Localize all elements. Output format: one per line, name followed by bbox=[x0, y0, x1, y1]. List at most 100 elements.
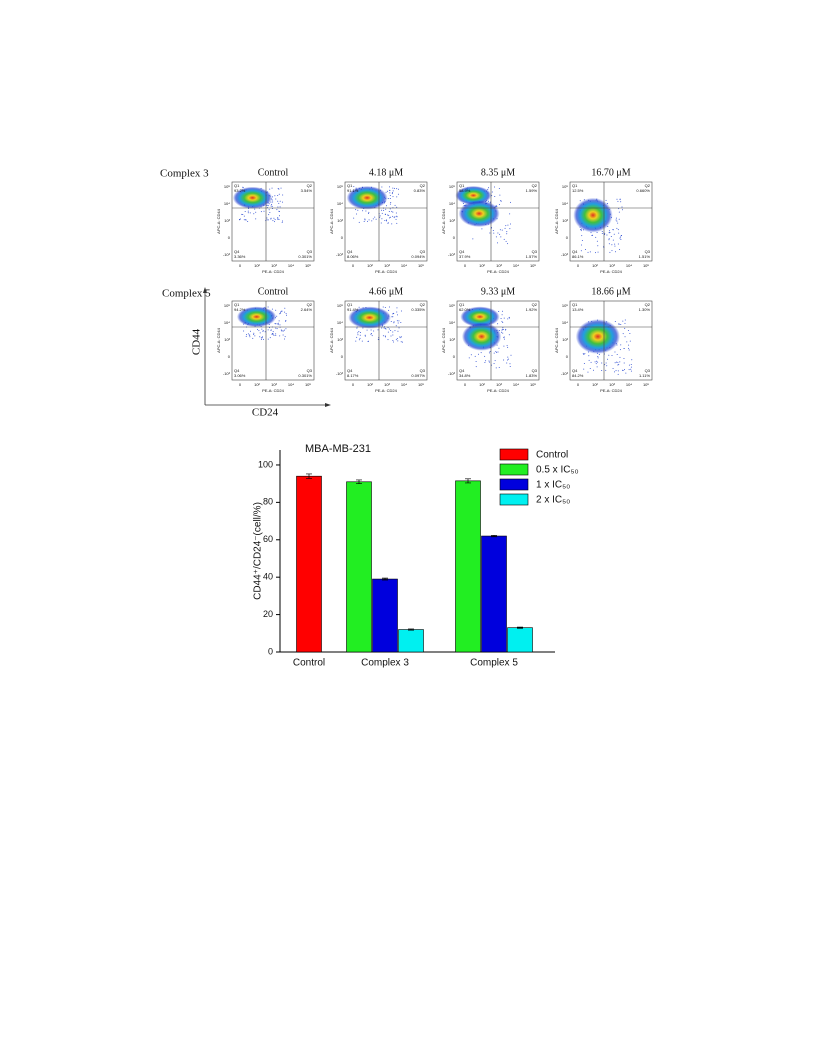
dot bbox=[619, 249, 621, 251]
dot bbox=[615, 361, 617, 363]
plot-frame bbox=[231, 181, 315, 262]
dot bbox=[614, 371, 616, 373]
dot bbox=[401, 341, 403, 343]
dot bbox=[597, 245, 599, 247]
x-tick-label: 10³ bbox=[384, 382, 390, 387]
dot bbox=[608, 238, 610, 240]
dot bbox=[401, 336, 403, 338]
dot bbox=[363, 220, 365, 222]
dot bbox=[494, 186, 496, 188]
dot bbox=[267, 338, 269, 340]
dot bbox=[604, 233, 606, 235]
dot bbox=[275, 309, 277, 311]
dot bbox=[485, 360, 487, 362]
dot bbox=[377, 338, 379, 340]
dot bbox=[500, 318, 502, 320]
error-bar bbox=[517, 626, 523, 629]
quadrant-value: 1.30% bbox=[639, 307, 651, 312]
dot bbox=[272, 333, 274, 335]
dot bbox=[502, 328, 504, 330]
dot bbox=[621, 209, 623, 211]
plot-title: Control bbox=[258, 167, 289, 178]
dot bbox=[393, 321, 395, 323]
dot bbox=[274, 219, 276, 221]
dot bbox=[278, 193, 280, 195]
dot bbox=[507, 243, 509, 245]
dot bbox=[370, 329, 372, 331]
dot bbox=[273, 221, 275, 223]
dot bbox=[628, 344, 630, 346]
dot bbox=[501, 329, 503, 331]
dot bbox=[499, 194, 501, 196]
dot bbox=[396, 311, 398, 313]
dot bbox=[475, 360, 477, 362]
dot bbox=[468, 357, 470, 359]
quadrant-value: 0.094% bbox=[411, 254, 425, 259]
quadrant-value: 37.9% bbox=[459, 254, 471, 259]
dot bbox=[488, 187, 490, 189]
dot bbox=[266, 219, 268, 221]
legend-label: Control bbox=[536, 450, 568, 461]
dot bbox=[273, 334, 275, 336]
dot bbox=[281, 330, 283, 332]
legend-swatch bbox=[499, 448, 529, 461]
dot bbox=[282, 201, 284, 203]
dot bbox=[583, 353, 585, 355]
dot bbox=[271, 187, 273, 189]
dot bbox=[267, 306, 269, 308]
dot bbox=[268, 327, 270, 329]
dot bbox=[619, 199, 621, 201]
error-bar bbox=[356, 479, 362, 485]
dot bbox=[242, 214, 244, 216]
dot bbox=[472, 238, 474, 240]
y-tick-label: 0 bbox=[228, 235, 231, 240]
dot bbox=[383, 209, 385, 211]
dot bbox=[380, 222, 382, 224]
quadrant-name: Q4 bbox=[459, 368, 465, 373]
dot bbox=[371, 335, 373, 337]
x-tick-label: 10² bbox=[254, 263, 260, 268]
flow-plot bbox=[575, 319, 633, 375]
x-tick-label: 10³ bbox=[496, 263, 502, 268]
dot bbox=[252, 337, 254, 339]
dot bbox=[618, 211, 620, 213]
x-tick-label: Control bbox=[293, 658, 325, 669]
dot bbox=[278, 202, 280, 204]
dot bbox=[397, 330, 399, 332]
dot bbox=[385, 219, 387, 221]
dot bbox=[502, 322, 504, 324]
dot bbox=[587, 371, 589, 373]
plot-x-axis: PE-A: CD24 bbox=[600, 269, 623, 274]
dot bbox=[392, 340, 394, 342]
dot bbox=[495, 236, 497, 238]
x-tick-label: 10² bbox=[592, 263, 598, 268]
x-tick-label: 0 bbox=[239, 263, 242, 268]
quadrant-value: 0.660% bbox=[636, 188, 650, 193]
dot bbox=[390, 335, 392, 337]
dot bbox=[381, 218, 383, 220]
dot bbox=[618, 232, 620, 234]
dot bbox=[609, 232, 611, 234]
dot bbox=[492, 229, 494, 231]
dot bbox=[498, 188, 500, 190]
y-tick-label: 10⁴ bbox=[562, 201, 568, 206]
plot-x-axis: PE-A: CD24 bbox=[262, 269, 285, 274]
dot bbox=[592, 369, 594, 371]
dot bbox=[596, 240, 598, 242]
bar bbox=[372, 578, 398, 653]
quadrant-name: Q4 bbox=[459, 249, 465, 254]
dot bbox=[385, 205, 387, 207]
dot bbox=[277, 218, 279, 220]
y-axis-title: CD44⁺/CD24⁻(cell/%) bbox=[253, 502, 264, 600]
dot bbox=[278, 215, 280, 217]
quadrant-value: 94.2% bbox=[234, 307, 246, 312]
dot bbox=[581, 235, 583, 237]
flow-plot bbox=[236, 306, 288, 340]
quadrant-name: Q2 bbox=[645, 183, 651, 188]
dot bbox=[614, 243, 616, 245]
dot bbox=[281, 221, 283, 223]
dot bbox=[389, 186, 391, 188]
dot bbox=[581, 244, 583, 246]
dot bbox=[387, 197, 389, 199]
dot bbox=[614, 362, 616, 364]
